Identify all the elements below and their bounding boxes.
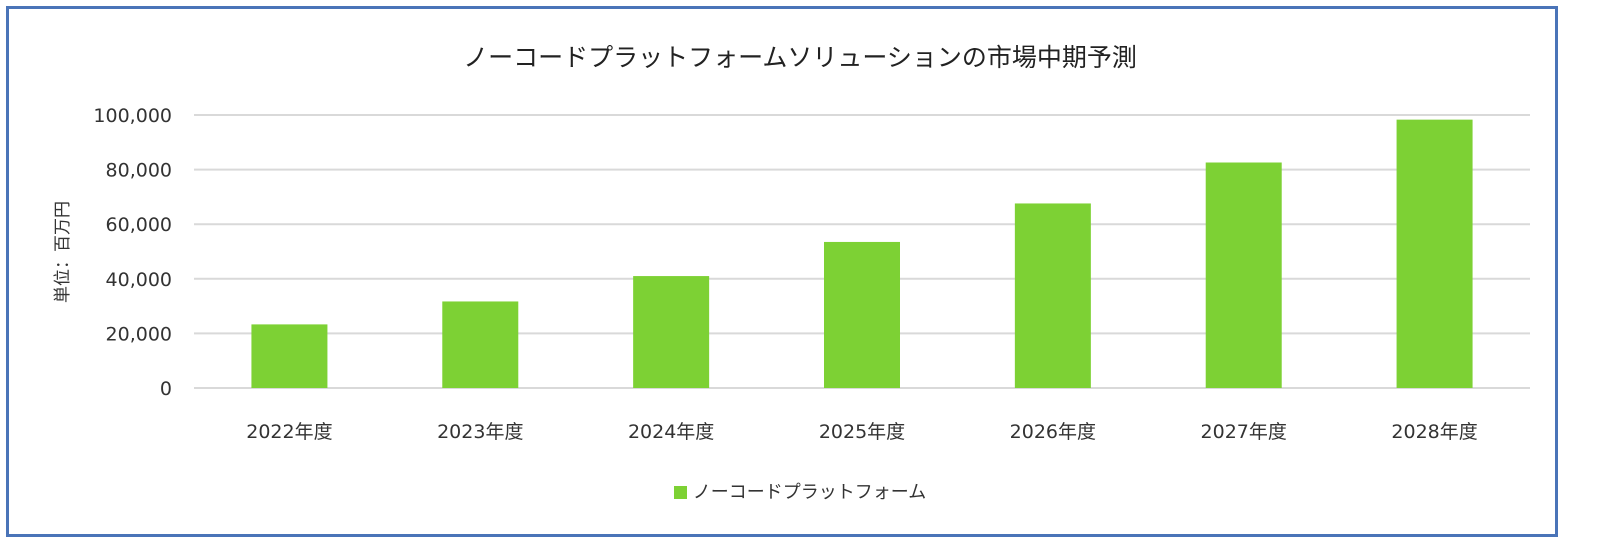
bar-2025年度 — [824, 241, 900, 388]
chart-title: ノーコードプラットフォームソリューションの市場中期予測 — [463, 43, 1137, 72]
bar-2026年度 — [1014, 203, 1091, 388]
x-tick-label: 2022年度 — [246, 421, 332, 443]
bar-2028年度 — [1396, 119, 1473, 389]
y-axis-label: 単位：百万円 — [53, 201, 73, 303]
bar-2023年度 — [442, 301, 519, 388]
y-tick-label: 20,000 — [106, 323, 172, 345]
x-tick-label: 2023年度 — [437, 421, 523, 443]
y-tick-label: 80,000 — [106, 160, 172, 182]
y-tick-label: 60,000 — [106, 214, 172, 236]
legend-swatch — [673, 486, 687, 499]
x-tick-label: 2024年度 — [628, 421, 714, 443]
legend: ノーコードプラットフォーム — [0, 478, 1600, 504]
x-tick-label: 2026年度 — [1010, 421, 1096, 443]
bar-2027年度 — [1205, 162, 1282, 388]
y-tick-label: 40,000 — [106, 269, 172, 291]
bar-2024年度 — [633, 276, 710, 388]
bar-2022年度 — [251, 324, 328, 388]
chart-frame — [6, 6, 1558, 537]
x-tick-label: 2025年度 — [819, 421, 905, 443]
y-tick-label: 0 — [160, 378, 172, 400]
x-tick-label: 2028年度 — [1391, 421, 1477, 443]
legend-label: ノーコードプラットフォーム — [692, 482, 927, 503]
x-tick-label: 2027年度 — [1201, 421, 1287, 443]
y-tick-label: 100,000 — [93, 105, 172, 127]
